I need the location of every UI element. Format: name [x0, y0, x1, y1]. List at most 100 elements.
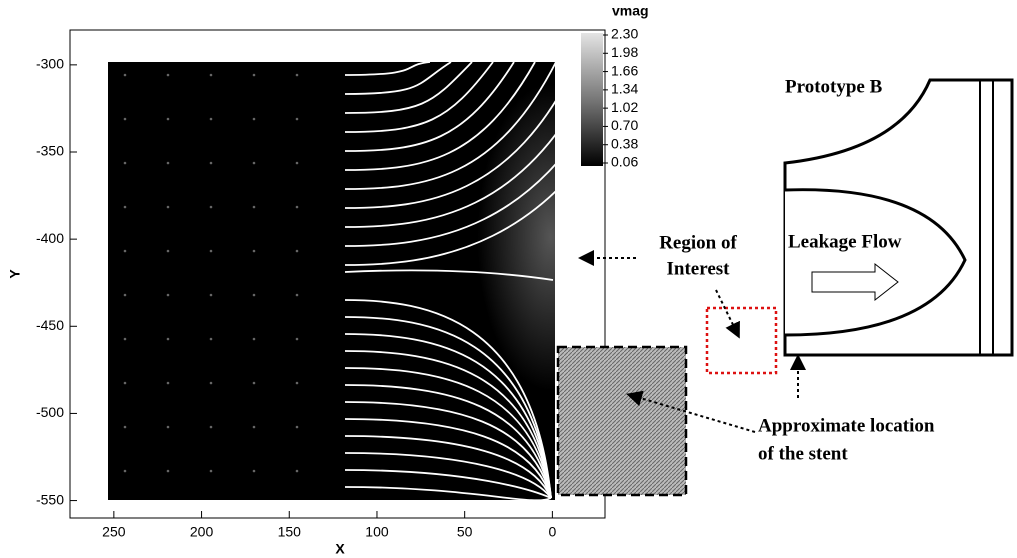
colorbar-tick-label: 2.30 — [611, 26, 638, 42]
streamline — [344, 350, 552, 499]
field-dot — [295, 73, 299, 77]
region-box — [705, 306, 778, 375]
x-tick-label: 150 — [278, 524, 302, 540]
streamlines — [123, 61, 641, 502]
streamline — [344, 61, 515, 152]
field-dot — [209, 337, 213, 341]
streamline — [344, 418, 552, 499]
field-dot — [295, 425, 299, 429]
colorbar-tick-label: 0.38 — [611, 135, 638, 151]
region-label: Region of — [659, 232, 737, 253]
streamline — [344, 452, 552, 499]
field-dot — [252, 249, 256, 253]
field-dot — [166, 425, 170, 429]
x-axis-label: X — [335, 541, 345, 557]
colorbar-tick-label: 1.66 — [611, 62, 638, 78]
colorbar-tick-label: 0.06 — [611, 154, 638, 170]
field-dot — [209, 73, 213, 77]
field-dot — [252, 73, 256, 77]
streamline — [344, 469, 552, 499]
field-dot — [209, 161, 213, 165]
x-tick-label: 50 — [457, 524, 473, 540]
streamline — [344, 61, 431, 76]
pointer — [626, 390, 756, 433]
streamline — [344, 61, 557, 190]
field-dot — [252, 293, 256, 297]
field-dot — [123, 469, 127, 473]
field-dot — [252, 161, 256, 165]
stent-label: of the stent — [758, 443, 848, 464]
field-dot — [209, 117, 213, 121]
field-dot — [166, 205, 170, 209]
field-dot — [295, 161, 299, 165]
y-tick-label: -400 — [36, 230, 64, 246]
field-dot — [123, 381, 127, 385]
x-tick-label: 250 — [102, 524, 126, 540]
streamline — [344, 61, 452, 95]
diagram: Prototype B Leakage Flow Region of Inter… — [556, 76, 1014, 497]
field-dot — [295, 117, 299, 121]
field-dot — [166, 73, 170, 77]
colorbar — [581, 33, 603, 166]
field-dot — [123, 425, 127, 429]
field-dot — [295, 249, 299, 253]
field-dot — [252, 337, 256, 341]
streamline — [344, 367, 552, 499]
field-dot — [166, 337, 170, 341]
colorbar-tick-label: 1.34 — [611, 81, 638, 97]
streamline — [344, 61, 536, 171]
field-dot — [209, 249, 213, 253]
field-dot — [123, 293, 127, 297]
field-dot — [166, 249, 170, 253]
field-dot — [295, 337, 299, 341]
streamline — [344, 299, 552, 499]
colorbar-tick-label: 1.98 — [611, 44, 638, 60]
colorbar-title: vmag — [612, 3, 649, 19]
region-label: Interest — [667, 258, 731, 279]
field-dot — [209, 381, 213, 385]
stent-label: Approximate location — [758, 415, 935, 436]
pointer — [715, 289, 740, 339]
colorbar-tick-label: 1.02 — [611, 99, 638, 115]
y-axis-label: Y — [7, 269, 23, 279]
inner-chamber — [784, 188, 967, 337]
streamline — [344, 316, 552, 499]
field-dot — [252, 469, 256, 473]
y-tick-label: -500 — [36, 404, 64, 420]
field-dot — [123, 161, 127, 165]
field-dot — [123, 337, 127, 341]
axes-frame — [69, 29, 606, 519]
field-dot — [123, 73, 127, 77]
field-dot — [166, 161, 170, 165]
x-tick-label: 0 — [548, 524, 556, 540]
y-tick-label: -450 — [36, 317, 64, 333]
x-tick-label: 200 — [190, 524, 214, 540]
streamline — [344, 384, 552, 499]
field-dot — [209, 293, 213, 297]
y-tick-label: -550 — [36, 491, 64, 507]
field-dot — [295, 381, 299, 385]
field-dot — [166, 117, 170, 121]
streamline — [344, 401, 552, 499]
diagram-title: Prototype B — [785, 76, 883, 97]
x-tick-label: 100 — [365, 524, 389, 540]
flow-arrow — [811, 262, 899, 302]
field-dot — [123, 205, 127, 209]
y-tick-label: -300 — [36, 56, 64, 72]
field-dot — [209, 425, 213, 429]
streamline — [344, 61, 494, 133]
field-glow — [345, 62, 555, 500]
field-dot — [295, 293, 299, 297]
field-dot — [209, 469, 213, 473]
field-dot — [123, 249, 127, 253]
field-dot — [252, 381, 256, 385]
y-tick-label: -350 — [36, 143, 64, 159]
streamline — [344, 61, 599, 228]
field-dot — [252, 205, 256, 209]
field-dot — [166, 469, 170, 473]
streamline — [344, 435, 552, 499]
streamline — [344, 61, 473, 114]
field-dot — [295, 205, 299, 209]
plot: X Y vmag 250 200 150 100 50 0 -300 -350 -400 -450… — [7, 3, 649, 557]
